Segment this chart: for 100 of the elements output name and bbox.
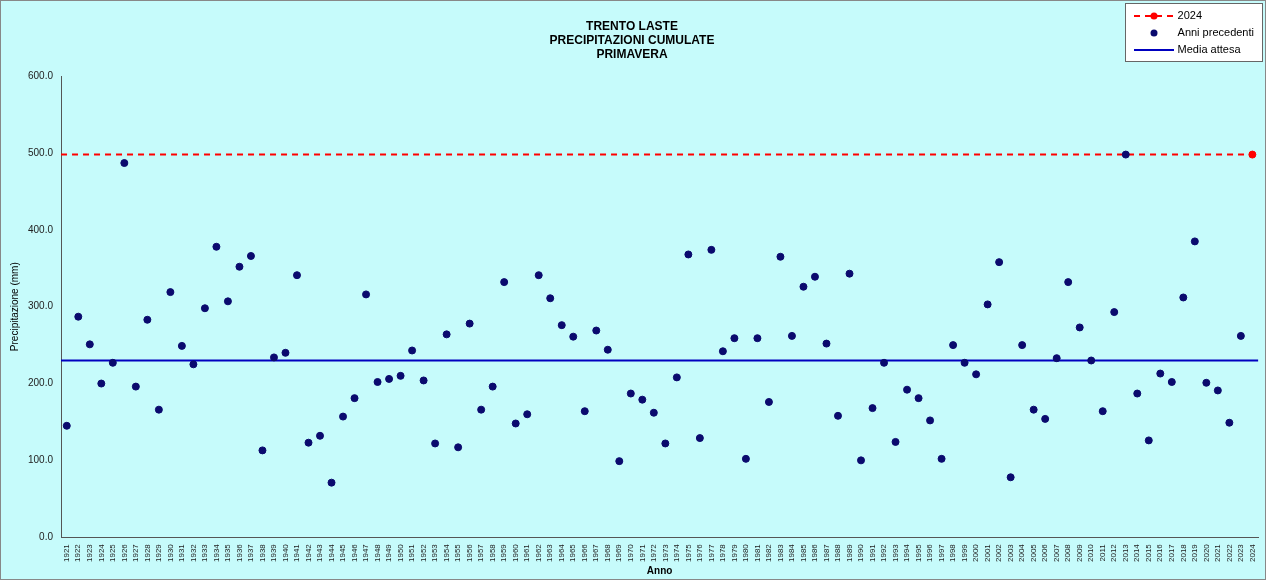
x-tick-label: 1962 bbox=[533, 543, 543, 562]
x-tick-label: 1949 bbox=[384, 543, 394, 562]
x-tick-label: 1927 bbox=[131, 543, 141, 562]
x-tick-label: 1954 bbox=[441, 543, 451, 562]
x-tick-label: 1996 bbox=[925, 543, 935, 562]
x-tick-label: 2004 bbox=[1017, 543, 1027, 562]
x-tick-label: 1961 bbox=[522, 543, 532, 562]
x-tick-label: 1930 bbox=[165, 543, 175, 562]
y-tick-label: 400.0 bbox=[27, 223, 54, 235]
x-tick-label: 1923 bbox=[85, 543, 94, 562]
x-tick-label: 2015 bbox=[1143, 543, 1153, 562]
x-tick-label: 1932 bbox=[188, 543, 198, 562]
x-tick-label: 1959 bbox=[499, 543, 509, 562]
x-tick-label: 1980 bbox=[741, 543, 751, 562]
x-tick-label: 1981 bbox=[752, 543, 762, 562]
x-tick-label: 1983 bbox=[775, 543, 785, 562]
x-tick-label: 2021 bbox=[1213, 543, 1223, 562]
x-tick-label: 1950 bbox=[395, 543, 405, 562]
x-tick-label: 1997 bbox=[936, 543, 946, 562]
x-tick-label: 1956 bbox=[464, 543, 474, 562]
x-tick-label: 2002 bbox=[994, 543, 1004, 562]
y-tick-label: 0.0 bbox=[39, 530, 54, 542]
x-tick-label: 2012 bbox=[1109, 543, 1119, 562]
x-tick-label: 1945 bbox=[338, 543, 348, 562]
x-tick-label: 1991 bbox=[867, 543, 877, 562]
x-tick-label: 2024 bbox=[1247, 543, 1257, 562]
x-tick-label: 1938 bbox=[257, 543, 267, 562]
x-tick-label: 2006 bbox=[1040, 543, 1050, 562]
x-axis-title: Anno bbox=[646, 564, 673, 576]
x-tick-label: 1951 bbox=[407, 543, 417, 562]
legend-label: Anni precedenti bbox=[1177, 25, 1254, 40]
x-tick-label: 1985 bbox=[798, 543, 808, 562]
x-tick-label: 1941 bbox=[292, 543, 302, 562]
x-tick-label: 2023 bbox=[1236, 543, 1246, 562]
x-tick-label: 1970 bbox=[626, 543, 635, 562]
y-tick-label: 300.0 bbox=[27, 300, 54, 312]
x-tick-label: 1973 bbox=[660, 543, 670, 562]
x-tick-label: 1960 bbox=[510, 543, 520, 562]
y-axis-title: Precipitazione (mm) bbox=[8, 262, 20, 352]
y-tick-label: 200.0 bbox=[27, 377, 54, 389]
x-tick-label: 2017 bbox=[1167, 543, 1176, 562]
x-tick-label: 1979 bbox=[729, 543, 739, 562]
x-tick-label: 1933 bbox=[200, 543, 210, 562]
x-tick-label: 1929 bbox=[154, 543, 164, 562]
y-tick-label: 100.0 bbox=[27, 454, 54, 466]
x-tick-label: 2016 bbox=[1155, 543, 1165, 562]
x-tick-label: 1993 bbox=[890, 543, 900, 562]
y-tick-label: 600.0 bbox=[27, 69, 54, 81]
x-tick-label: 1943 bbox=[315, 543, 325, 562]
x-tick-label: 2010 bbox=[1086, 543, 1096, 562]
x-tick-label: 1946 bbox=[349, 543, 359, 562]
x-tick-label: 1955 bbox=[453, 543, 463, 562]
x-tick-label: 1940 bbox=[280, 543, 290, 562]
x-tick-label: 2007 bbox=[1051, 543, 1061, 562]
chart-title: TRENTO LASTE PRECIPITAZIONI CUMULATE PRIMAVERA bbox=[549, 18, 715, 62]
x-tick-label: 1937 bbox=[246, 543, 256, 562]
x-tick-label: 2013 bbox=[1120, 543, 1130, 562]
x-tick-label: 1978 bbox=[718, 543, 728, 562]
x-tick-label: 1995 bbox=[913, 543, 923, 562]
x-tick-label: 1953 bbox=[430, 543, 440, 562]
x-tick-label: 1976 bbox=[695, 543, 705, 562]
x-tick-label: 2000 bbox=[971, 543, 981, 562]
x-tick-label: 1992 bbox=[879, 543, 889, 562]
x-tick-label: 1968 bbox=[602, 543, 612, 562]
x-tick-label: 1922 bbox=[73, 543, 83, 562]
x-tick-label: 1969 bbox=[614, 543, 624, 562]
x-tick-label: 1947 bbox=[361, 543, 371, 562]
x-tick-label: 1971 bbox=[637, 543, 647, 562]
x-tick-label: 1967 bbox=[591, 543, 601, 562]
x-tick-label: 1948 bbox=[372, 543, 382, 562]
x-tick-label: 1977 bbox=[706, 543, 716, 562]
x-tick-label: 1987 bbox=[821, 543, 831, 562]
x-tick-label: 2014 bbox=[1132, 543, 1142, 562]
x-tick-label: 1963 bbox=[545, 543, 555, 562]
x-tick-label: 2019 bbox=[1190, 543, 1200, 562]
x-tick-label: 2001 bbox=[982, 543, 992, 562]
x-tick-label: 1926 bbox=[119, 543, 129, 562]
x-tick-label: 1965 bbox=[568, 543, 578, 562]
x-tick-label: 1994 bbox=[902, 543, 912, 562]
x-tick-label: 1982 bbox=[764, 543, 774, 562]
x-tick-label: 1957 bbox=[476, 543, 486, 562]
x-tick-label: 1942 bbox=[303, 543, 313, 562]
x-tick-label: 1935 bbox=[223, 543, 233, 562]
y-tick-label: 500.0 bbox=[27, 146, 54, 158]
x-tick-label: 1934 bbox=[211, 543, 221, 562]
x-tick-label: 1924 bbox=[96, 543, 106, 562]
x-tick-label: 2008 bbox=[1063, 543, 1073, 562]
x-tick-label: 1921 bbox=[61, 543, 71, 562]
x-tick-label: 1988 bbox=[833, 543, 843, 562]
x-tick-label: 1936 bbox=[234, 543, 244, 562]
x-tick-label: 1966 bbox=[579, 543, 589, 562]
legend-label: Media attesa bbox=[1177, 42, 1241, 57]
x-tick-label: 1999 bbox=[959, 543, 969, 562]
x-tick-label: 1975 bbox=[683, 543, 693, 562]
x-tick-label: 2011 bbox=[1097, 543, 1107, 562]
x-tick-label: 1990 bbox=[856, 543, 866, 562]
x-tick-label: 2022 bbox=[1224, 543, 1234, 562]
x-tick-label: 1928 bbox=[142, 543, 152, 562]
x-tick-label: 1964 bbox=[556, 543, 566, 562]
x-tick-label: 1958 bbox=[487, 543, 497, 562]
